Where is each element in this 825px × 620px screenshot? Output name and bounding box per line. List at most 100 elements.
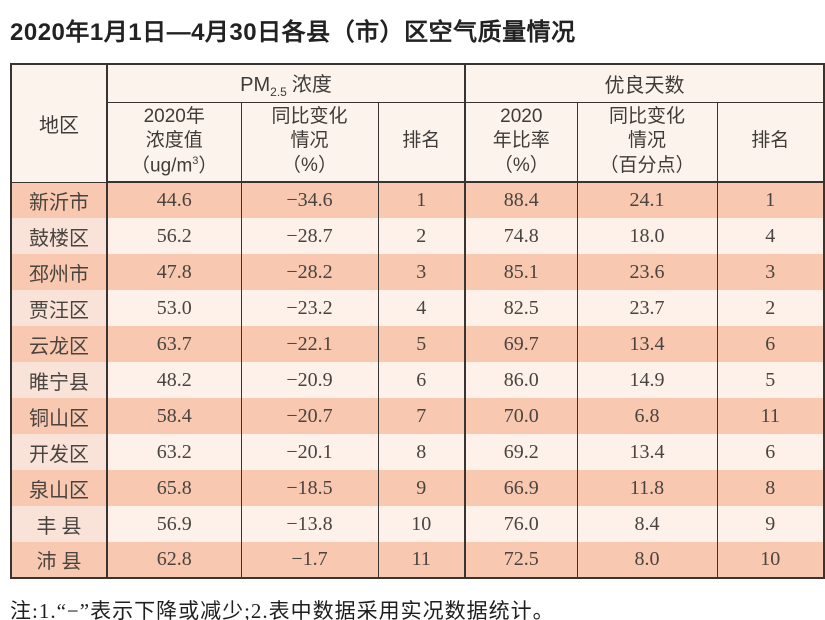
cell-good-rank: 3: [716, 254, 825, 290]
cell-region: 沛 县: [10, 542, 108, 578]
cell-good-change: 8.0: [576, 542, 718, 578]
cell-good-rank: 2: [716, 290, 825, 326]
cell-good-change: 8.4: [576, 506, 718, 542]
header-group-good-days: 优良天数: [464, 64, 825, 103]
cell-pm-value: 56.2: [106, 218, 242, 254]
table-row: 新沂市 44.6 −34.6 1 88.4 24.1 1: [10, 182, 825, 218]
cell-pm-value: 63.2: [106, 434, 242, 470]
cell-region: 丰 县: [10, 506, 108, 542]
table-row: 丰 县 56.9 −13.8 10 76.0 8.4 9: [10, 506, 825, 542]
cell-pm-rank: 2: [377, 218, 466, 254]
cell-good-change: 13.4: [576, 326, 718, 362]
header-pm-rank: 排名: [377, 102, 466, 183]
cell-region: 新沂市: [10, 182, 108, 218]
table-row: 贾汪区 53.0 −23.2 4 82.5 23.7 2: [10, 290, 825, 326]
header-group-pm25: PM2.5 浓度: [105, 64, 466, 103]
cubed-superscript: 3: [192, 154, 199, 167]
cell-good-ratio: 69.7: [464, 326, 578, 362]
cell-pm-change: −22.1: [240, 326, 379, 362]
air-quality-table: 地区 PM2.5 浓度 优良天数 2020年 浓度值 （ug/m3） 同比变化 情…: [10, 63, 825, 579]
cell-good-ratio: 85.1: [464, 254, 578, 290]
table-body: 新沂市 44.6 −34.6 1 88.4 24.1 1 鼓楼区 56.2 −2…: [10, 182, 825, 578]
cell-good-ratio: 82.5: [464, 290, 578, 326]
sub-header-row: 2020年 浓度值 （ug/m3） 同比变化 情况 （%） 排名 2020 年比…: [11, 102, 825, 183]
cell-pm-change: −20.1: [240, 434, 379, 470]
cell-pm-value: 62.8: [106, 542, 242, 578]
cell-good-ratio: 74.8: [464, 218, 578, 254]
cell-good-ratio: 70.0: [464, 398, 578, 434]
cell-pm-value: 56.9: [106, 506, 242, 542]
cell-pm-rank: 8: [377, 434, 466, 470]
cell-pm-change: −1.7: [240, 542, 379, 578]
cell-good-rank: 9: [716, 506, 825, 542]
cell-good-ratio: 69.2: [464, 434, 578, 470]
pm-suffix: 浓度: [291, 73, 332, 96]
cell-pm-change: −28.7: [240, 218, 379, 254]
table-row: 沛 县 62.8 −1.7 11 72.5 8.0 10: [10, 542, 825, 578]
table-header: 地区 PM2.5 浓度 优良天数 2020年 浓度值 （ug/m3） 同比变化 情…: [10, 64, 825, 183]
cell-pm-rank: 11: [377, 542, 466, 578]
cell-pm-change: −34.6: [240, 182, 379, 218]
cell-good-ratio: 66.9: [464, 470, 578, 506]
cell-pm-change: −13.8: [240, 506, 379, 542]
cell-region: 邳州市: [10, 254, 108, 290]
cell-pm-rank: 3: [377, 254, 466, 290]
cell-pm-value: 65.8: [106, 470, 242, 506]
cell-good-rank: 11: [716, 398, 825, 434]
cell-pm-rank: 9: [377, 470, 466, 506]
table-row: 鼓楼区 56.2 −28.7 2 74.8 18.0 4: [10, 218, 825, 254]
cell-good-rank: 5: [716, 362, 825, 398]
table-row: 睢宁县 48.2 −20.9 6 86.0 14.9 5: [10, 362, 825, 398]
cell-pm-value: 63.7: [106, 326, 242, 362]
pm-label: PM: [240, 73, 271, 96]
cell-pm-value: 48.2: [106, 362, 242, 398]
table-row: 云龙区 63.7 −22.1 5 69.7 13.4 6: [10, 326, 825, 362]
header-pm-change: 同比变化 情况 （%）: [240, 102, 379, 183]
cell-good-ratio: 72.5: [464, 542, 578, 578]
cell-pm-value: 47.8: [106, 254, 242, 290]
cell-region: 开发区: [10, 434, 108, 470]
cell-region: 铜山区: [10, 398, 108, 434]
cell-good-change: 23.7: [576, 290, 718, 326]
cell-good-rank: 8: [716, 470, 825, 506]
cell-pm-rank: 6: [377, 362, 466, 398]
cell-good-ratio: 86.0: [464, 362, 578, 398]
cell-pm-change: −28.2: [240, 254, 379, 290]
pm-subscript: 2.5: [270, 84, 287, 99]
cell-pm-rank: 5: [377, 326, 466, 362]
header-good-ratio: 2020 年比率 （%）: [464, 102, 578, 183]
cell-pm-change: −20.7: [240, 398, 379, 434]
cell-good-change: 13.4: [576, 434, 718, 470]
cell-good-change: 18.0: [576, 218, 718, 254]
table-row: 邳州市 47.8 −28.2 3 85.1 23.6 3: [10, 254, 825, 290]
cell-region: 云龙区: [10, 326, 108, 362]
cell-good-rank: 1: [716, 182, 825, 218]
cell-pm-rank: 4: [377, 290, 466, 326]
cell-region: 泉山区: [10, 470, 108, 506]
cell-region: 贾汪区: [10, 290, 108, 326]
cell-pm-value: 44.6: [106, 182, 242, 218]
cell-good-ratio: 88.4: [464, 182, 578, 218]
cell-pm-change: −18.5: [240, 470, 379, 506]
table-row: 铜山区 58.4 −20.7 7 70.0 6.8 11: [10, 398, 825, 434]
cell-pm-change: −20.9: [240, 362, 379, 398]
header-good-change: 同比变化 情况 （百分点）: [576, 102, 718, 183]
cell-good-rank: 6: [716, 326, 825, 362]
header-good-rank: 排名: [716, 102, 825, 183]
cell-pm-rank: 7: [377, 398, 466, 434]
cell-pm-rank: 10: [377, 506, 466, 542]
cell-pm-value: 58.4: [106, 398, 242, 434]
header-region: 地区: [10, 64, 108, 183]
cell-good-rank: 10: [716, 542, 825, 578]
cell-good-ratio: 76.0: [464, 506, 578, 542]
table-row: 泉山区 65.8 −18.5 9 66.9 11.8 8: [10, 470, 825, 506]
cell-good-change: 24.1: [576, 182, 718, 218]
cell-pm-rank: 1: [377, 182, 466, 218]
cell-region: 鼓楼区: [10, 218, 108, 254]
cell-good-change: 11.8: [576, 470, 718, 506]
cell-pm-value: 53.0: [106, 290, 242, 326]
cell-good-change: 14.9: [576, 362, 718, 398]
table-footnote: 注:1.“−”表示下降或减少;2.表中数据采用实况数据统计。: [10, 599, 555, 620]
cell-good-rank: 4: [716, 218, 825, 254]
